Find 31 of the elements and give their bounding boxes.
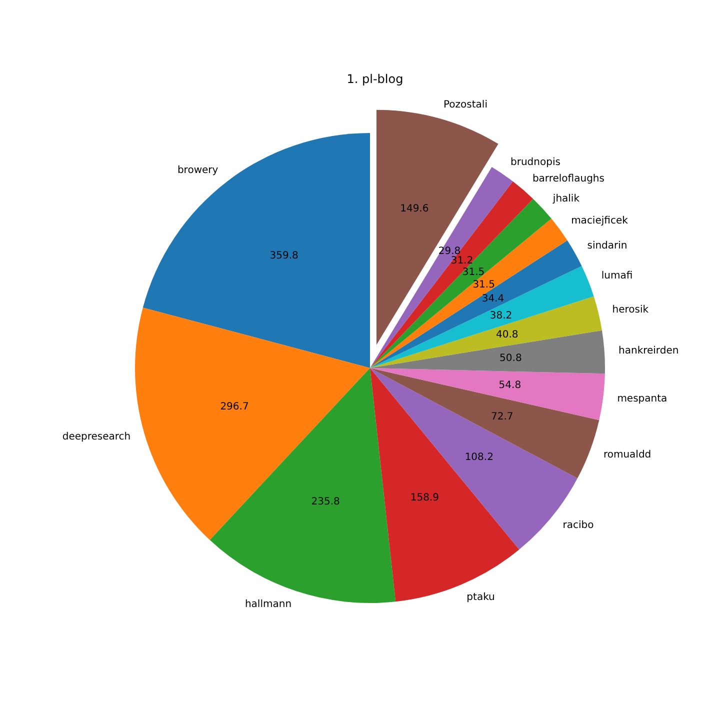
slice-label: deepresearch [62,431,131,442]
slice-label: ptaku [466,592,495,604]
data-label: 235.8 [311,496,340,508]
data-label: 50.8 [500,352,522,364]
data-label: 34.4 [482,293,504,304]
slice-label: sindarin [587,240,628,252]
slice-label: lumafi [601,270,633,282]
slice-label: barreloflaughs [532,174,604,185]
slice-label: maciejficek [571,215,628,226]
data-label: 108.2 [464,452,494,463]
data-label: 72.7 [491,412,514,423]
data-label: 359.8 [270,250,298,262]
slice-label: romualdd [603,449,652,460]
data-label: 149.6 [400,204,429,215]
slice-label: browery [177,165,218,176]
slice-label: brudnopis [510,156,560,168]
slice-label: herosik [612,304,649,316]
slice-label: jhalik [552,193,580,204]
slice-label: hankreirden [618,345,679,356]
chart-title: 1. pl-blog [346,72,404,86]
data-label: 54.8 [498,380,522,391]
slice-label: Pozostali [444,99,488,110]
data-label: 38.2 [490,310,512,322]
slice-label: mespanta [617,393,668,404]
data-label: 40.8 [496,330,518,341]
slice-label: hallmann [244,598,292,610]
data-label: 31.5 [462,266,485,278]
data-label: 296.7 [220,402,249,413]
slice-label: racibo [562,520,594,532]
data-label: 158.9 [410,492,440,504]
data-label: 31.5 [472,279,495,290]
